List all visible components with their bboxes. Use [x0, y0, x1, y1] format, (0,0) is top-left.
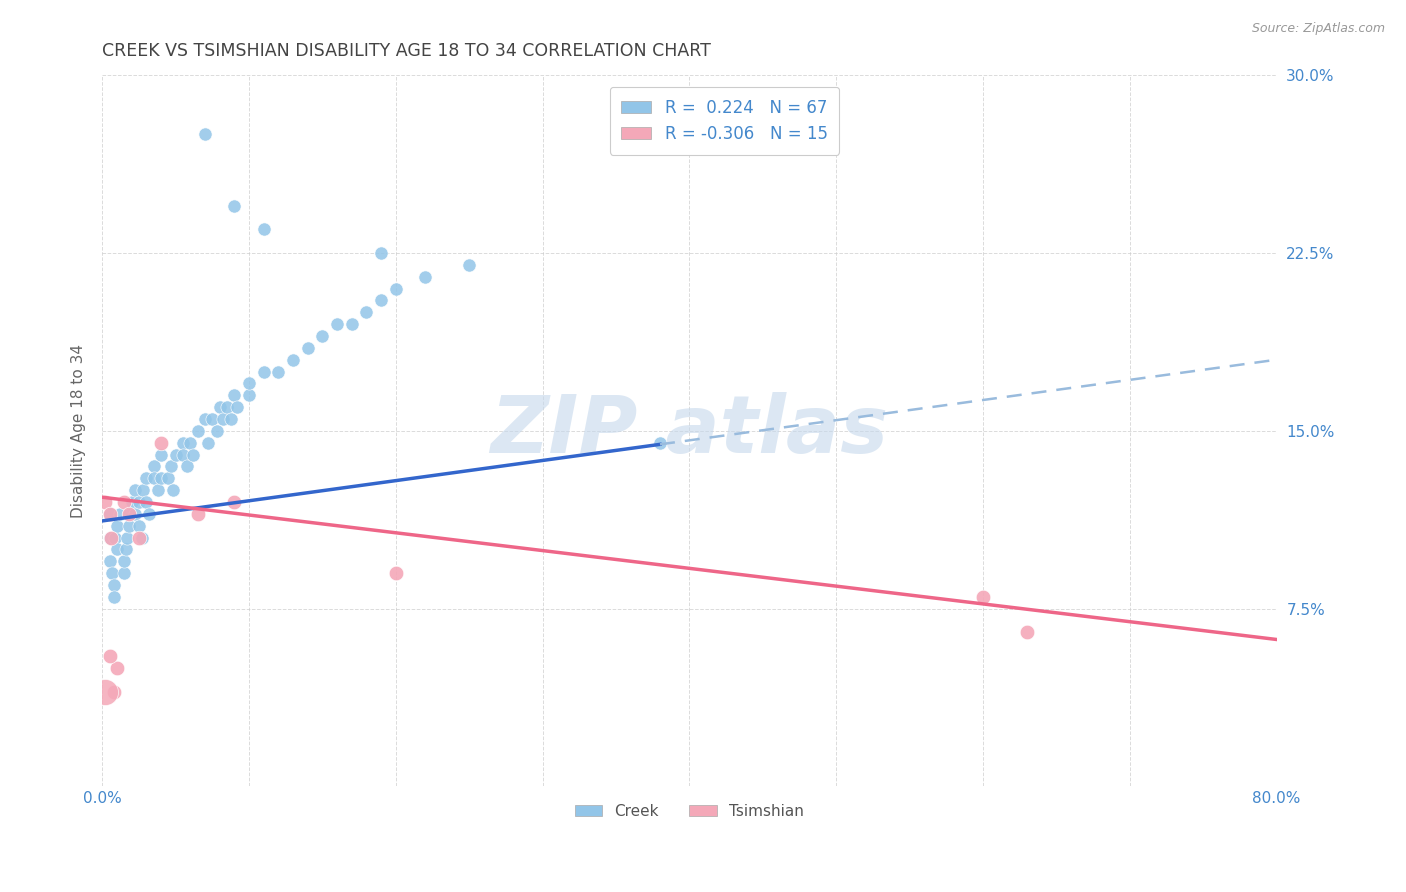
Point	[105, 518, 128, 533]
Point	[112, 566, 135, 580]
Point	[101, 566, 124, 580]
Point	[340, 317, 363, 331]
Point	[194, 412, 217, 426]
Point	[226, 400, 249, 414]
Point	[117, 507, 139, 521]
Point	[142, 459, 165, 474]
Point	[413, 269, 436, 284]
Text: CREEK VS TSIMSHIAN DISABILITY AGE 18 TO 34 CORRELATION CHART: CREEK VS TSIMSHIAN DISABILITY AGE 18 TO …	[103, 42, 711, 60]
Point	[149, 435, 172, 450]
Point	[117, 507, 139, 521]
Point	[132, 483, 155, 497]
Point	[103, 590, 125, 604]
Point	[267, 365, 290, 379]
Point	[208, 400, 231, 414]
Point	[972, 590, 994, 604]
Point	[108, 507, 131, 521]
Point	[238, 376, 260, 391]
Point	[105, 661, 128, 675]
Point	[98, 554, 121, 568]
Point	[128, 531, 150, 545]
Point	[135, 495, 157, 509]
Point	[112, 554, 135, 568]
Point	[149, 471, 172, 485]
Point	[172, 435, 194, 450]
Point	[149, 448, 172, 462]
Point	[253, 365, 276, 379]
Point	[100, 531, 122, 545]
Legend: Creek, Tsimshian: Creek, Tsimshian	[568, 797, 810, 825]
Point	[253, 222, 276, 236]
Point	[98, 507, 121, 521]
Text: Source: ZipAtlas.com: Source: ZipAtlas.com	[1251, 22, 1385, 36]
Point	[121, 495, 143, 509]
Y-axis label: Disability Age 18 to 34: Disability Age 18 to 34	[72, 343, 86, 518]
Point	[179, 435, 201, 450]
Point	[94, 495, 117, 509]
Point	[1015, 625, 1038, 640]
Point	[215, 400, 238, 414]
Point	[165, 448, 187, 462]
Point	[238, 388, 260, 402]
Point	[128, 518, 150, 533]
Point	[197, 435, 219, 450]
Point	[105, 542, 128, 557]
Point	[103, 684, 125, 698]
Point	[138, 507, 160, 521]
Point	[124, 483, 146, 497]
Point	[142, 471, 165, 485]
Point	[370, 293, 392, 308]
Point	[187, 507, 209, 521]
Point	[98, 649, 121, 664]
Point	[104, 531, 127, 545]
Point	[224, 198, 246, 212]
Point	[181, 448, 204, 462]
Point	[297, 341, 319, 355]
Point	[112, 495, 135, 509]
Point	[94, 684, 117, 698]
Point	[160, 459, 183, 474]
Point	[162, 483, 184, 497]
Point	[187, 424, 209, 438]
Point	[146, 483, 169, 497]
Point	[211, 412, 233, 426]
Point	[124, 507, 146, 521]
Point	[311, 329, 333, 343]
Point	[385, 282, 408, 296]
Point	[205, 424, 228, 438]
Point	[157, 471, 180, 485]
Point	[131, 531, 153, 545]
Point	[172, 448, 194, 462]
Point	[224, 495, 246, 509]
Point	[135, 471, 157, 485]
Point	[224, 388, 246, 402]
Point	[103, 578, 125, 592]
Point	[458, 258, 481, 272]
Text: ZIP atlas: ZIP atlas	[491, 392, 889, 470]
Point	[201, 412, 224, 426]
Point	[128, 495, 150, 509]
Point	[648, 435, 671, 450]
Point	[194, 128, 217, 142]
Point	[176, 459, 198, 474]
Point	[281, 352, 304, 367]
Point	[356, 305, 378, 319]
Point	[117, 518, 139, 533]
Point	[370, 246, 392, 260]
Point	[385, 566, 408, 580]
Point	[114, 542, 136, 557]
Point	[115, 531, 138, 545]
Point	[98, 531, 121, 545]
Point	[98, 507, 121, 521]
Point	[326, 317, 349, 331]
Point	[221, 412, 243, 426]
